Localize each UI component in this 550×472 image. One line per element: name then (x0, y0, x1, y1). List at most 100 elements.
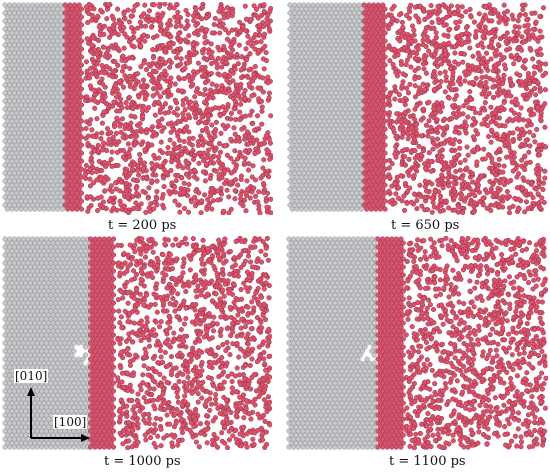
liquid-atom (178, 23, 184, 29)
liquid-atom (138, 64, 144, 70)
liquid-atom (136, 37, 142, 44)
liquid-atom (184, 18, 190, 24)
solid-atom (59, 38, 66, 44)
liquid-atom (146, 185, 152, 191)
liquid-atom (465, 152, 471, 158)
liquid-atom (238, 96, 244, 102)
solid-atom (46, 206, 52, 212)
liquid-atom (450, 103, 456, 109)
liquid-atom (215, 55, 221, 61)
liquid-atom (173, 24, 179, 30)
liquid-atom (209, 206, 215, 212)
interface-atom (380, 82, 386, 88)
liquid-atom (99, 81, 106, 87)
liquid-atom (420, 81, 426, 87)
liquid-atom (91, 133, 97, 139)
liquid-atom (84, 94, 90, 100)
liquid-atom (419, 203, 425, 209)
liquid-atom (203, 155, 209, 161)
liquid-atom (105, 2, 111, 8)
liquid-atom (131, 29, 137, 35)
liquid-atom (539, 61, 545, 67)
liquid-atom (223, 90, 229, 96)
liquid-atom (166, 41, 173, 47)
liquid-atom (423, 188, 430, 194)
liquid-atom (158, 72, 165, 78)
liquid-atom (484, 205, 490, 211)
liquid-atom (477, 199, 483, 205)
panel-t1000 (2, 236, 272, 450)
liquid-atom (457, 145, 463, 151)
interface-atom (78, 150, 85, 156)
liquid-atom (431, 106, 437, 112)
liquid-atom (188, 199, 194, 205)
liquid-atom (150, 35, 157, 41)
liquid-atom (518, 47, 525, 53)
liquid-atom (166, 57, 173, 63)
liquid-atom (527, 129, 533, 135)
liquid-atom (470, 179, 476, 185)
interface-atom (382, 38, 388, 44)
liquid-atom (175, 202, 181, 208)
liquid-atom (128, 36, 134, 42)
liquid-atom (224, 187, 230, 193)
liquid-atom (146, 71, 152, 77)
liquid-atom (447, 136, 453, 142)
liquid-atom (153, 16, 159, 22)
interface-atom (368, 102, 374, 108)
liquid-atom (487, 10, 493, 16)
liquid-atom (184, 193, 191, 199)
liquid-atom (191, 18, 197, 24)
liquid-atom (161, 125, 167, 131)
liquid-atom (151, 102, 157, 108)
liquid-atom (539, 195, 545, 201)
liquid-atom (212, 89, 218, 95)
liquid-atom (247, 112, 253, 118)
liquid-atom (228, 170, 234, 176)
liquid-atom (481, 116, 488, 123)
solid-atom (59, 6, 66, 12)
liquid-atom (184, 124, 190, 130)
interface-atom (380, 18, 386, 24)
liquid-atom (185, 164, 191, 171)
liquid-atom (185, 11, 191, 18)
solid-atom (32, 206, 38, 212)
liquid-atom (393, 88, 399, 95)
solid-atom (340, 102, 346, 108)
liquid-atom (502, 15, 508, 21)
liquid-atom (169, 159, 175, 165)
liquid-atom (457, 167, 463, 173)
liquid-atom (135, 71, 141, 77)
liquid-atom (220, 122, 226, 128)
solid-atom (358, 94, 364, 100)
liquid-atom (259, 121, 265, 127)
liquid-atom (188, 169, 194, 175)
liquid-atom (537, 204, 543, 210)
liquid-atom (220, 208, 227, 214)
liquid-atom (95, 37, 102, 44)
solid-atom (9, 206, 15, 212)
liquid-atom (202, 99, 208, 105)
liquid-atom (452, 96, 458, 102)
liquid-atom (201, 150, 207, 156)
liquid-atom (209, 54, 215, 60)
liquid-atom (246, 67, 252, 73)
liquid-atom (431, 38, 437, 44)
liquid-atom (435, 154, 442, 160)
interface-atom (76, 50, 82, 56)
liquid-atom (422, 165, 428, 171)
interface-atom (76, 130, 82, 136)
liquid-atom (218, 130, 224, 136)
liquid-atom (533, 19, 539, 25)
liquid-atom (131, 161, 137, 168)
liquid-atom (392, 96, 398, 102)
liquid-atom (423, 122, 429, 128)
liquid-atom (462, 157, 468, 163)
liquid-atom (480, 34, 486, 40)
liquid-atom (489, 155, 495, 162)
liquid-atom (179, 175, 185, 181)
liquid-atom (414, 130, 420, 136)
liquid-atom (240, 24, 246, 30)
liquid-atom (387, 58, 393, 64)
liquid-atom (120, 154, 126, 160)
